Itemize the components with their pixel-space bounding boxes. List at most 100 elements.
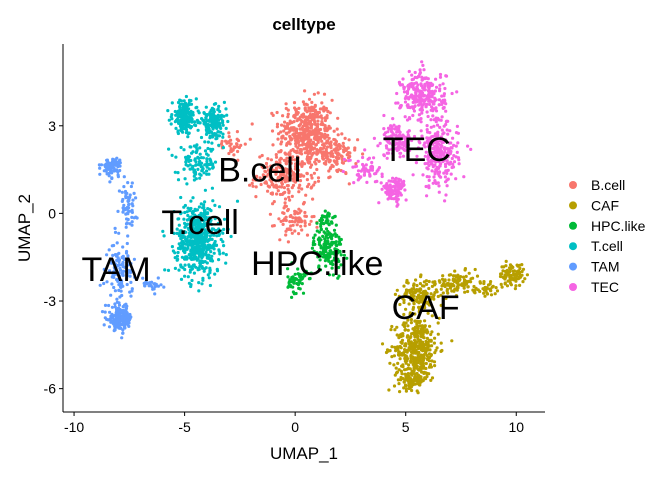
data-point xyxy=(264,180,268,184)
data-point xyxy=(408,106,412,110)
data-point xyxy=(425,136,429,140)
data-point xyxy=(421,103,425,107)
data-point xyxy=(194,225,198,229)
data-point xyxy=(125,241,129,246)
data-point xyxy=(129,294,133,298)
data-point xyxy=(356,178,360,182)
data-point xyxy=(418,101,422,105)
data-point xyxy=(298,133,302,137)
data-point xyxy=(177,268,181,272)
data-point xyxy=(235,130,239,134)
data-point xyxy=(334,251,338,255)
data-point xyxy=(508,263,513,267)
data-point xyxy=(235,199,240,203)
data-point xyxy=(404,389,408,393)
data-point xyxy=(288,220,292,224)
data-point xyxy=(385,156,389,160)
data-point xyxy=(167,147,171,151)
data-point xyxy=(388,141,392,145)
data-point xyxy=(284,106,288,111)
data-point xyxy=(304,193,308,197)
data-point xyxy=(112,270,116,274)
data-point xyxy=(450,165,454,170)
data-point xyxy=(297,124,301,128)
data-point xyxy=(207,127,211,131)
data-point xyxy=(446,177,450,181)
data-point xyxy=(441,291,445,295)
data-point xyxy=(170,245,174,249)
data-point xyxy=(305,172,309,176)
data-point xyxy=(201,254,205,258)
data-point xyxy=(444,109,448,113)
legend-label: TEC xyxy=(591,279,619,295)
data-point xyxy=(452,289,456,293)
data-point xyxy=(283,177,287,181)
data-point xyxy=(210,130,214,134)
data-point xyxy=(392,123,396,127)
data-point xyxy=(125,318,129,322)
data-point xyxy=(121,210,125,214)
data-point xyxy=(286,126,290,130)
data-point xyxy=(414,364,418,368)
data-point xyxy=(430,105,434,109)
data-point xyxy=(179,277,184,281)
data-point xyxy=(117,231,121,235)
data-point xyxy=(312,92,316,96)
data-point xyxy=(301,275,305,279)
data-point xyxy=(197,281,201,285)
data-point xyxy=(382,133,386,137)
data-point xyxy=(107,171,111,175)
data-point xyxy=(440,151,444,155)
data-point xyxy=(287,195,291,199)
data-point xyxy=(250,181,254,185)
data-point xyxy=(286,179,290,183)
data-point xyxy=(227,151,231,156)
data-point xyxy=(414,90,418,94)
cluster-label-caf: CAF xyxy=(392,289,460,327)
data-point xyxy=(187,159,191,163)
data-point xyxy=(419,356,423,360)
data-point xyxy=(334,240,338,244)
data-point xyxy=(294,162,298,166)
data-point xyxy=(271,182,275,186)
data-point xyxy=(454,294,458,298)
data-point xyxy=(361,162,365,167)
data-point xyxy=(289,284,293,288)
data-point xyxy=(429,99,434,103)
data-point xyxy=(412,282,416,286)
data-point xyxy=(433,149,437,153)
data-point xyxy=(367,156,371,160)
data-point xyxy=(125,249,129,254)
data-point xyxy=(325,217,329,221)
data-point xyxy=(211,199,215,203)
data-point xyxy=(414,161,418,165)
data-point xyxy=(319,228,323,232)
data-point xyxy=(295,223,299,227)
data-point xyxy=(288,119,292,123)
data-point xyxy=(251,178,255,182)
data-point xyxy=(462,175,466,179)
data-point xyxy=(392,363,396,367)
data-point xyxy=(327,255,331,259)
data-point xyxy=(270,191,274,195)
data-point xyxy=(298,183,302,187)
data-point xyxy=(203,224,207,228)
data-point xyxy=(340,160,344,165)
data-point xyxy=(399,375,403,380)
data-point xyxy=(504,264,508,268)
data-point xyxy=(498,274,503,279)
data-point xyxy=(443,158,447,162)
data-point xyxy=(278,161,282,165)
data-point xyxy=(285,124,290,128)
data-point xyxy=(426,114,430,119)
data-point xyxy=(261,166,265,170)
data-point xyxy=(275,161,279,165)
data-point xyxy=(363,148,367,152)
data-point xyxy=(335,162,339,166)
data-point xyxy=(411,113,415,118)
data-point xyxy=(301,161,305,165)
data-point xyxy=(267,185,272,189)
data-point xyxy=(421,355,425,359)
data-point xyxy=(122,175,126,179)
data-point xyxy=(303,221,307,225)
